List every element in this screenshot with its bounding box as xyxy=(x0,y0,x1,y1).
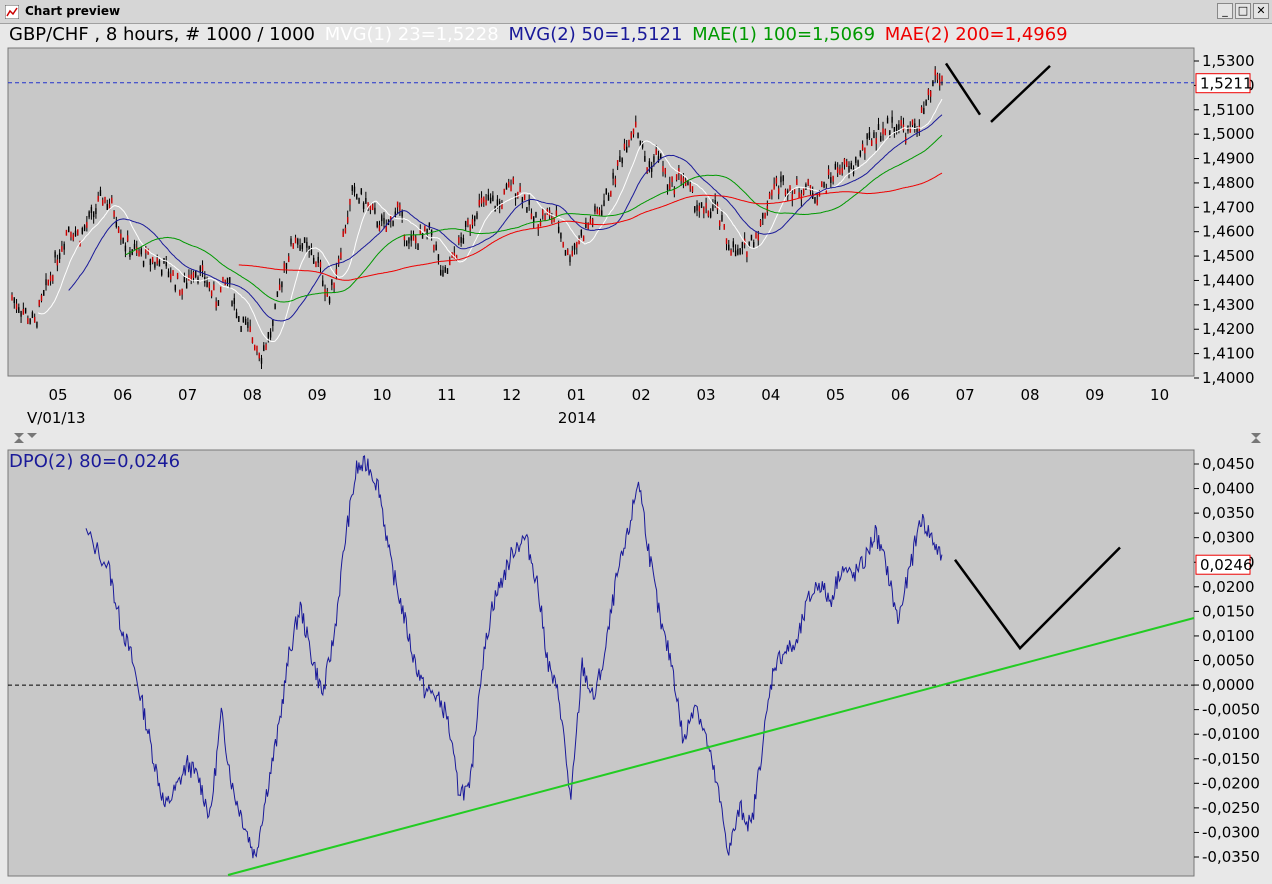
collapse-icon[interactable] xyxy=(27,433,37,438)
expand-icon[interactable] xyxy=(14,438,24,443)
dpo-ytick-label: 0,0450 xyxy=(1202,455,1255,473)
dpo-label: DPO(2) 80=0,0246 xyxy=(9,451,181,472)
price-ytick-label: 1,4200 xyxy=(1202,320,1255,338)
app-icon xyxy=(5,5,19,19)
price-xtick-label: 07 xyxy=(956,386,975,404)
dpo-zigzag-annotation xyxy=(953,546,1121,651)
price-ytick-label: 1,4300 xyxy=(1202,296,1255,314)
price-ytick-label: 1,4400 xyxy=(1202,271,1255,289)
dpo-ytick-label: 0,0350 xyxy=(1202,504,1255,522)
symbol-label: GBP/CHF , 8 hours, # 1000 / 1000 xyxy=(9,24,315,45)
price-xtick-label: 11 xyxy=(437,386,456,404)
price-xtick-label: 06 xyxy=(113,386,132,404)
price-xtick-label: 08 xyxy=(1020,386,1039,404)
dpo-ytick-label: 0,0300 xyxy=(1202,529,1255,547)
collapse-icon[interactable] xyxy=(14,433,24,438)
price-xtick-label: 10 xyxy=(372,386,391,404)
dpo-ytick-label: 0,0000 xyxy=(1202,676,1255,694)
price-xtick-label: 02 xyxy=(632,386,651,404)
price-xtick-label: 08 xyxy=(243,386,262,404)
price-zigzag-annotation xyxy=(944,62,1051,123)
xaxis-year-label: V/01/13 xyxy=(27,409,86,427)
price-ytick-label: 1,4900 xyxy=(1202,150,1255,168)
price-ytick-label: 1,4100 xyxy=(1202,345,1255,363)
price-xtick-label: 10 xyxy=(1150,386,1169,404)
current-price-label: 1,5211 xyxy=(1200,75,1253,93)
dpo-ytick-label: -0,0150 xyxy=(1202,750,1260,768)
dpo-ytick-label: -0,0050 xyxy=(1202,701,1260,719)
dpo-ytick-label: -0,0350 xyxy=(1202,848,1260,866)
mvg1-line xyxy=(37,98,943,342)
price-xtick-label: 04 xyxy=(761,386,780,404)
dpo-ytick-label: 0,0050 xyxy=(1202,652,1255,670)
dpo-ytick-label: 0,0200 xyxy=(1202,578,1255,596)
close-button[interactable]: ✕ xyxy=(1253,3,1269,19)
price-ytick-label: 1,5000 xyxy=(1202,125,1255,143)
dpo-ytick-label: -0,0200 xyxy=(1202,774,1260,792)
mae2-label: MAE(2) 200=1,4969 xyxy=(884,24,1068,45)
price-ytick-label: 1,4500 xyxy=(1202,247,1255,265)
price-xtick-label: 07 xyxy=(178,386,197,404)
minimize-button[interactable]: _ xyxy=(1217,3,1233,19)
xaxis-year-label: 2014 xyxy=(558,409,596,427)
price-xtick-label: 03 xyxy=(696,386,715,404)
dpo-ytick-label: -0,0300 xyxy=(1202,823,1260,841)
price-ytick-label: 1,5300 xyxy=(1202,52,1255,70)
price-xtick-label: 09 xyxy=(1085,386,1104,404)
mae1-label: MAE(1) 100=1,5069 xyxy=(692,24,876,45)
mae2-line xyxy=(238,172,943,281)
dpo-current-label: 0,0246 xyxy=(1200,556,1253,574)
price-ytick-label: 1,4600 xyxy=(1202,223,1255,241)
chart-legend: GBP/CHF , 8 hours, # 1000 / 1000 MVG(1) … xyxy=(9,24,1072,45)
panel-splitter[interactable] xyxy=(14,433,1261,443)
dpo-ytick-label: -0,0250 xyxy=(1202,799,1260,817)
window-titlebar: Chart preview _ □ ✕ xyxy=(0,0,1272,24)
price-plot-area[interactable] xyxy=(7,47,1195,377)
dpo-ytick-label: 0,0400 xyxy=(1202,480,1255,498)
dpo-line xyxy=(85,455,943,859)
price-ytick-label: 1,4000 xyxy=(1202,369,1255,387)
price-xtick-label: 12 xyxy=(502,386,521,404)
mvg1-label: MVG(1) 23=1,5228 xyxy=(324,24,499,45)
dpo-ytick-label: 0,0150 xyxy=(1202,602,1255,620)
dpo-plot-area[interactable] xyxy=(7,449,1195,877)
collapse-icon[interactable] xyxy=(1251,433,1261,438)
dpo-ytick-label: 0,0100 xyxy=(1202,627,1255,645)
dpo-trendline xyxy=(227,617,1195,876)
current-price-box xyxy=(1195,73,1251,94)
mae1-line xyxy=(125,134,943,303)
dpo-ytick-label: -0,0100 xyxy=(1202,725,1260,743)
price-xtick-label: 01 xyxy=(567,386,586,404)
price-ytick-label: 1,4700 xyxy=(1202,198,1255,216)
mvg2-label: MVG(2) 50=1,5121 xyxy=(508,24,683,45)
price-xtick-label: 05 xyxy=(826,386,845,404)
price-xtick-label: 09 xyxy=(308,386,327,404)
dpo-current-box xyxy=(1195,554,1251,575)
price-ytick-label: 1,5100 xyxy=(1202,101,1255,119)
window-title: Chart preview xyxy=(25,4,121,18)
mvg2-line xyxy=(68,114,943,322)
price-ytick-label: 1,4800 xyxy=(1202,174,1255,192)
price-xtick-label: 06 xyxy=(891,386,910,404)
price-xtick-label: 05 xyxy=(48,386,67,404)
maximize-button[interactable]: □ xyxy=(1235,3,1251,19)
expand-icon[interactable] xyxy=(1251,438,1261,443)
